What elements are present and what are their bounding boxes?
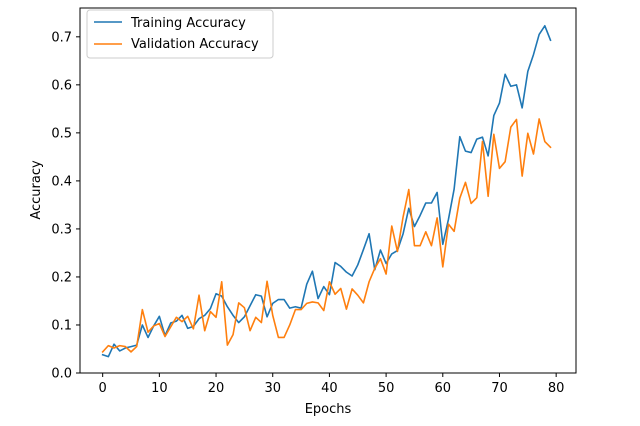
x-tick-label: 50: [378, 381, 395, 396]
series-line-training: [101, 24, 552, 358]
plot-area: [79, 7, 577, 374]
plot-frame: [79, 7, 577, 374]
y-axis: 0.0 0.1 0.2 0.3 0.4 0.5 0.6 0.7: [51, 30, 80, 382]
x-axis: 0 10 20 30 40 50 60 70 80: [99, 373, 565, 396]
y-tick-label: 0.2: [51, 270, 72, 285]
x-tick-label: 30: [264, 381, 281, 396]
x-tick-label: 0: [99, 381, 107, 396]
x-tick-label: 40: [321, 381, 338, 396]
y-tick-label: 0.6: [51, 78, 72, 93]
legend-label-validation: Validation Accuracy: [131, 37, 259, 52]
x-tick-label: 10: [151, 381, 168, 396]
series-layer: [101, 24, 552, 358]
legend-label-training: Training Accuracy: [130, 16, 246, 31]
x-tick-label: 60: [435, 381, 452, 396]
y-axis-title: Accuracy: [29, 160, 44, 220]
y-tick-label: 0.0: [51, 367, 72, 382]
legend: Training Accuracy Validation Accuracy: [86, 9, 274, 59]
legend-box: [86, 9, 274, 59]
x-tick-label: 80: [548, 381, 565, 396]
y-tick-label: 0.7: [51, 30, 72, 45]
y-tick-label: 0.3: [51, 222, 72, 237]
y-tick-label: 0.5: [51, 126, 72, 141]
y-tick-label: 0.4: [51, 174, 72, 189]
x-axis-title: Epochs: [305, 402, 352, 417]
series-line-validation: [101, 118, 552, 354]
x-tick-label: 20: [208, 381, 225, 396]
x-tick-label: 70: [491, 381, 508, 396]
y-tick-label: 0.1: [51, 318, 72, 333]
